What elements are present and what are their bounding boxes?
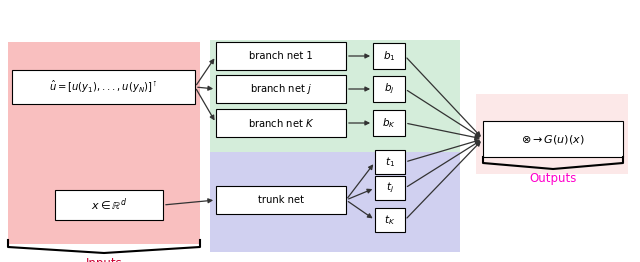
Text: trunk net: trunk net — [258, 195, 304, 205]
FancyBboxPatch shape — [373, 43, 405, 69]
FancyBboxPatch shape — [375, 150, 405, 174]
Text: branch net $j$: branch net $j$ — [250, 82, 312, 96]
Text: Outputs: Outputs — [529, 172, 577, 185]
FancyBboxPatch shape — [216, 186, 346, 214]
Text: $t_K$: $t_K$ — [385, 213, 396, 227]
Text: $\hat{u} = [u(y_1),...,u(y_N)]^\intercal$: $\hat{u} = [u(y_1),...,u(y_N)]^\intercal… — [49, 79, 158, 95]
Text: $b_K$: $b_K$ — [382, 116, 396, 130]
FancyBboxPatch shape — [476, 94, 628, 174]
FancyBboxPatch shape — [483, 121, 623, 157]
FancyBboxPatch shape — [373, 76, 405, 102]
Text: $b_1$: $b_1$ — [383, 49, 396, 63]
FancyBboxPatch shape — [8, 42, 200, 244]
FancyBboxPatch shape — [375, 208, 405, 232]
Text: Inputs: Inputs — [86, 257, 122, 262]
Text: $t_1$: $t_1$ — [385, 155, 395, 169]
FancyBboxPatch shape — [216, 75, 346, 103]
Text: $b_j$: $b_j$ — [384, 82, 394, 96]
FancyBboxPatch shape — [216, 109, 346, 137]
Text: branch net 1: branch net 1 — [249, 51, 313, 61]
Text: branch net $K$: branch net $K$ — [248, 117, 314, 129]
Text: $\otimes \rightarrow G(u)(x)$: $\otimes \rightarrow G(u)(x)$ — [521, 133, 585, 145]
FancyBboxPatch shape — [12, 70, 195, 104]
FancyBboxPatch shape — [373, 110, 405, 136]
FancyBboxPatch shape — [55, 190, 163, 220]
FancyBboxPatch shape — [210, 152, 460, 252]
Text: $x \in \mathbb{R}^d$: $x \in \mathbb{R}^d$ — [91, 197, 127, 213]
FancyBboxPatch shape — [216, 42, 346, 70]
FancyBboxPatch shape — [375, 176, 405, 200]
Text: $t_j$: $t_j$ — [386, 181, 394, 195]
FancyBboxPatch shape — [210, 40, 460, 152]
